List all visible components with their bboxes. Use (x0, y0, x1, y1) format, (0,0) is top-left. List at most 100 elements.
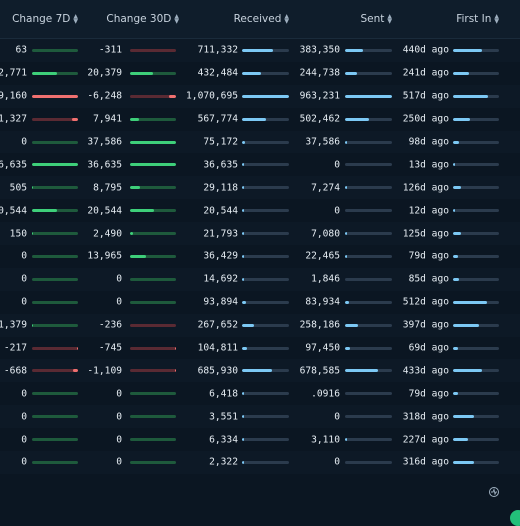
bar-first (453, 438, 499, 441)
bar-fill (242, 186, 244, 189)
bar-fill (242, 278, 244, 281)
bar-fill (345, 438, 347, 441)
cell-c30: -745 (99, 343, 122, 354)
bar-first (453, 392, 499, 395)
bar-fill (453, 95, 488, 98)
bar-fill (345, 186, 347, 189)
cell-c7: 1,327 (0, 114, 27, 125)
cell-recv: 1,070,695 (186, 91, 238, 102)
bar-first (453, 301, 499, 304)
bar-c30 (130, 278, 176, 281)
bar-fill (345, 141, 347, 144)
cell-recv: 93,894 (203, 297, 238, 308)
cell-sent: 7,080 (311, 228, 340, 239)
bar-fill (130, 163, 176, 166)
bar-fill (130, 118, 139, 121)
bar-sent (345, 392, 392, 395)
cell-sent: 0 (334, 411, 340, 422)
bar-fill (130, 141, 176, 144)
bar-first (453, 186, 499, 189)
cell-c30: 37,586 (87, 137, 122, 148)
bar-sent (345, 369, 392, 372)
bar-recv (242, 324, 289, 327)
cell-recv: 3,551 (209, 411, 238, 422)
bar-fill (242, 49, 273, 52)
bar-c30 (130, 347, 176, 350)
bar-fill (242, 392, 244, 395)
bar-recv (242, 255, 289, 258)
bar-sent (345, 118, 392, 121)
cell-c7: 63 (15, 45, 27, 56)
bar-c7 (32, 141, 78, 144)
bar-fill (242, 255, 244, 258)
bar-c7 (32, 301, 78, 304)
cell-first: 227d ago (403, 434, 449, 445)
cell-c30: 2,490 (93, 228, 122, 239)
bar-fill (453, 278, 459, 281)
header-sent-label: Sent (360, 13, 384, 25)
cell-sent: .0916 (311, 388, 340, 399)
cell-sent: 383,350 (300, 45, 340, 56)
bar-fill (130, 209, 154, 212)
cell-first: 318d ago (403, 411, 449, 422)
header-sent[interactable]: Sent ▲▼ (300, 0, 392, 38)
cell-c7: 0 (21, 411, 27, 422)
cell-first: 98d ago (409, 137, 449, 148)
bar-sent (345, 278, 392, 281)
table-header: Change 7D ▲▼ Change 30D ▲▼ Received ▲▼ S… (0, 0, 520, 39)
bar-sent (345, 95, 392, 98)
bar-fill (242, 118, 266, 121)
cell-recv: 21,793 (203, 228, 238, 239)
cell-sent: 258,186 (300, 320, 340, 331)
cell-recv: 75,172 (203, 137, 238, 148)
cell-c30: 7,941 (93, 114, 122, 125)
bar-sent (345, 49, 392, 52)
bar-fill (130, 186, 140, 189)
bar-c30 (130, 163, 176, 166)
cell-c30: 20,544 (87, 205, 122, 216)
bar-first (453, 141, 499, 144)
pulse-icon[interactable] (488, 486, 500, 498)
header-received[interactable]: Received ▲▼ (190, 0, 289, 38)
bar-fill (242, 301, 246, 304)
bar-recv (242, 347, 289, 350)
bar-recv (242, 438, 289, 441)
bar-c7 (32, 324, 78, 327)
cell-c7: 0 (21, 251, 27, 262)
bar-fill (453, 392, 458, 395)
header-change-30d[interactable]: Change 30D ▲▼ (90, 0, 179, 38)
cell-c30: 20,379 (87, 68, 122, 79)
header-change-7d[interactable]: Change 7D ▲▼ (0, 0, 78, 38)
bar-sent (345, 186, 392, 189)
cell-sent: 0 (334, 159, 340, 170)
bar-c7 (32, 209, 78, 212)
bar-fill (77, 347, 78, 350)
cell-c7: 0 (21, 137, 27, 148)
bar-fill (345, 118, 369, 121)
cell-c7: 0 (21, 297, 27, 308)
sort-icon: ▲▼ (494, 14, 499, 24)
cell-first: 69d ago (409, 343, 449, 354)
header-first-in[interactable]: First In ▲▼ (400, 0, 499, 38)
bar-sent (345, 255, 392, 258)
cell-recv: 29,118 (203, 182, 238, 193)
